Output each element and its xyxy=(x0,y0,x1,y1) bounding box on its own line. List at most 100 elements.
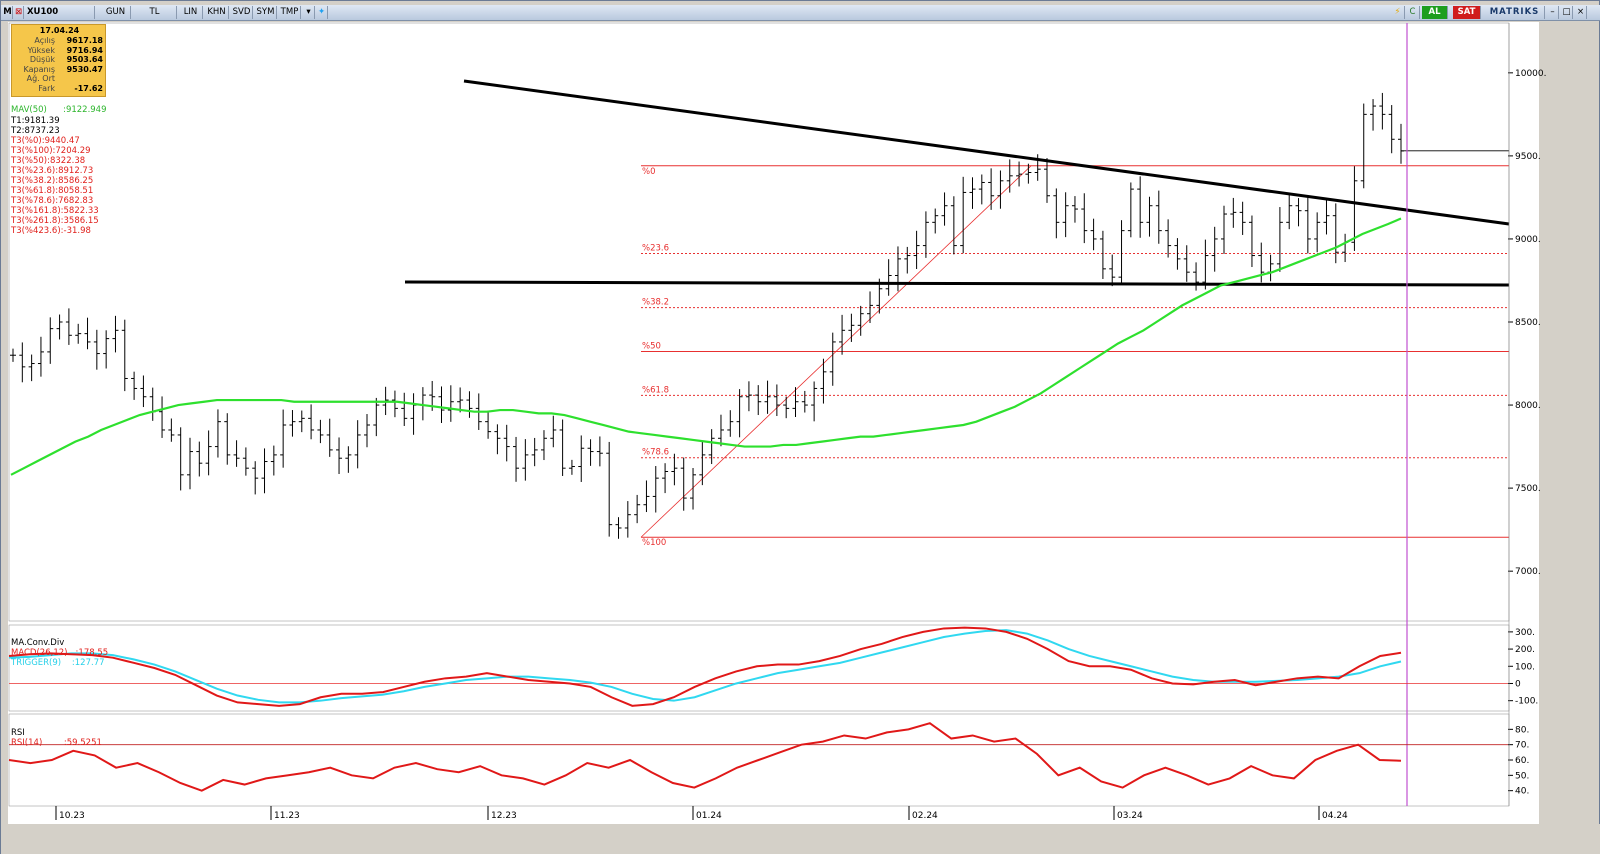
ohlc-bar xyxy=(1388,105,1395,154)
ohlc-bar xyxy=(1155,190,1162,244)
ohlc-bar xyxy=(540,430,547,461)
macd-panel-title: MA.Conv.Div xyxy=(11,638,65,648)
ohlc-bar xyxy=(904,246,911,274)
sym-button[interactable]: SYM xyxy=(255,6,277,19)
sell-button[interactable]: SAT xyxy=(1453,6,1481,19)
ohlc-value: -17.62 xyxy=(74,83,103,93)
ohlc-bar xyxy=(839,314,846,355)
ohlc-bar xyxy=(1211,226,1218,272)
minimize-icon[interactable]: – xyxy=(1547,6,1559,19)
twitter-icon[interactable]: ✦ xyxy=(316,6,328,19)
close-symbol-icon[interactable]: ⊠ xyxy=(14,6,24,19)
window-close-icon[interactable]: × xyxy=(1575,6,1587,19)
ohlc-bar xyxy=(932,208,939,234)
ohlc-bar xyxy=(159,396,166,438)
ohlc-bar xyxy=(37,336,44,377)
ohlc-bar xyxy=(186,437,193,490)
maximize-icon[interactable]: □ xyxy=(1561,6,1573,19)
tmp-button[interactable]: TMP xyxy=(279,6,301,19)
ohlc-bar xyxy=(727,410,734,437)
ohlc-bar xyxy=(885,259,892,296)
ohlc-bar xyxy=(93,329,100,370)
fib-level-label: %61.8 xyxy=(642,385,669,395)
ohlc-bar xyxy=(960,176,967,254)
x-tick-label: 03.24 xyxy=(1117,811,1143,821)
macd-y-tick-label: 200. xyxy=(1515,645,1535,655)
ohlc-bar xyxy=(1193,262,1200,291)
main-panel-frame xyxy=(8,22,1510,622)
ohlc-bar xyxy=(261,448,268,494)
ohlc-bar xyxy=(28,354,35,382)
ohlc-bar xyxy=(1090,218,1097,251)
ohlc-bar xyxy=(1146,196,1153,237)
rsi-y-tick-label: 70. xyxy=(1515,741,1529,751)
period-button[interactable]: GUN xyxy=(101,6,131,19)
rsi-panel-title: RSI xyxy=(11,728,25,738)
ohlc-bar xyxy=(1202,239,1209,290)
y-tick-label: 8500. xyxy=(1515,318,1541,328)
ohlc-bar xyxy=(457,387,464,413)
rsi-legend: RSI(14) :59.5251 xyxy=(11,738,102,748)
y-tick-label: 9500. xyxy=(1515,152,1541,162)
linear-button[interactable]: LIN xyxy=(179,6,203,19)
ohlc-bar xyxy=(75,323,82,344)
ohlc-bar xyxy=(1286,194,1293,230)
refresh-icon[interactable]: C xyxy=(1406,6,1420,19)
x-tick-label: 02.24 xyxy=(912,811,938,821)
ohlc-bar xyxy=(1118,220,1125,285)
ohlc-bar xyxy=(1081,193,1088,244)
menu-m-button[interactable]: M xyxy=(3,6,13,19)
ohlc-bar xyxy=(233,440,240,467)
ohlc-bar xyxy=(1044,158,1051,203)
lightning-icon[interactable]: ⚡ xyxy=(1391,6,1405,19)
ohlc-bar xyxy=(466,391,473,418)
ohlc-bar xyxy=(1165,219,1172,258)
ohlc-bar xyxy=(1034,154,1041,181)
symbol-field[interactable]: XU100 xyxy=(25,6,95,19)
fib-level-label: %23.6 xyxy=(642,243,669,253)
ohlc-bar xyxy=(717,414,724,447)
ohlc-bar xyxy=(867,291,874,323)
ohlc-bar xyxy=(1370,99,1377,131)
ohlc-bar xyxy=(941,192,948,226)
t1-legend: T1:9181.39 xyxy=(11,116,60,126)
dropdown-arrow-icon[interactable]: ▾ xyxy=(303,6,315,19)
ohlc-bar xyxy=(1016,161,1023,187)
rsi-y-tick-label: 80. xyxy=(1515,725,1529,735)
ohlc-bar xyxy=(792,387,799,418)
ohlc-bar xyxy=(969,177,976,209)
ohlc-bar xyxy=(550,415,557,448)
ohlc-bar xyxy=(1295,198,1302,227)
t3-legend-item: T3(%0):9440.47 xyxy=(11,136,80,146)
ohlc-key: Ağ. Ort xyxy=(26,74,55,84)
ohlc-bar xyxy=(773,384,780,417)
status-bar xyxy=(1,824,1600,854)
ohlc-bar xyxy=(280,409,287,468)
ohlc-bar xyxy=(103,330,110,369)
rsi-y-tick-label: 60. xyxy=(1515,756,1529,766)
t3-legend-item: T3(%38.2):8586.25 xyxy=(11,176,94,186)
ohlc-bar xyxy=(1351,166,1358,251)
ohlc-bar xyxy=(1183,245,1190,282)
currency-button[interactable]: TL xyxy=(133,6,177,19)
svd-button[interactable]: SVD xyxy=(231,6,253,19)
ohlc-bar xyxy=(131,371,138,400)
ohlc-bar xyxy=(913,230,920,270)
ohlc-bar xyxy=(1304,196,1311,254)
fib-level-label: %38.2 xyxy=(642,298,669,308)
ohlc-bar xyxy=(494,424,501,455)
ohlc-bar xyxy=(1230,197,1237,228)
ohlc-bar xyxy=(363,414,370,448)
buy-button[interactable]: AL xyxy=(1422,6,1448,19)
khn-button[interactable]: KHN xyxy=(205,6,229,19)
ohlc-info-box: 17.04.24 Açılış 9617.18 Yüksek 9716.94 Düşük… xyxy=(11,24,106,97)
ohlc-bar xyxy=(820,358,827,404)
ohlc-bar xyxy=(270,445,277,476)
ohlc-bar xyxy=(1221,205,1228,254)
macd-y-tick-label: 100. xyxy=(1515,662,1535,672)
ohlc-bar xyxy=(308,404,315,440)
ohlc-bar xyxy=(513,436,520,482)
y-tick-label: 7500. xyxy=(1515,484,1541,494)
t3-legend-item: T3(%100):7204.29 xyxy=(11,146,91,156)
